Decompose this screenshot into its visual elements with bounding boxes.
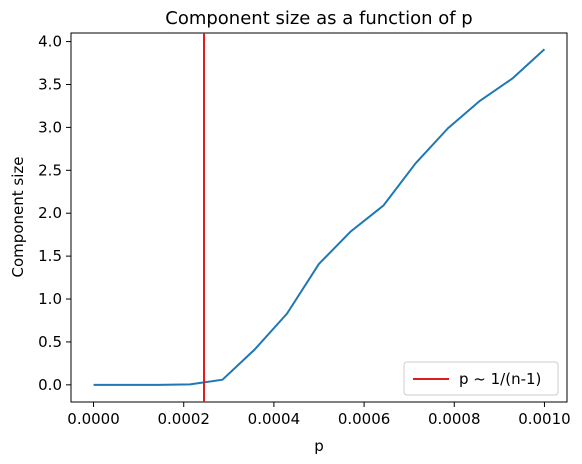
plot-area: [70, 32, 568, 403]
y-tick-label: 3.5: [38, 75, 62, 93]
y-tick-label: 1.5: [38, 247, 62, 265]
plot-frame: [70, 32, 568, 403]
x-tick-label: 0.0004: [248, 410, 301, 428]
y-tick-label: 0.0: [38, 376, 62, 394]
x-tick-label: 0.0000: [67, 410, 120, 428]
y-tick-label: 1.0: [38, 290, 62, 308]
y-tick-label: 3.0: [38, 118, 62, 136]
x-tick-label: 0.0010: [518, 410, 571, 428]
x-axis-label: p: [314, 437, 324, 455]
x-tick-label: 0.0002: [157, 410, 210, 428]
legend-box: [403, 361, 559, 396]
chart-title: Component size as a function of p: [165, 8, 472, 29]
y-axis: 0.0 0.5 1.0 1.5 2.0 2.5 3.0 3.5 4.0: [38, 33, 71, 394]
y-tick-label: 2.0: [38, 204, 62, 222]
series-layer: [93, 48, 546, 386]
x-axis: 0.0000 0.0002 0.0004 0.0006 0.0008 0.0010: [67, 402, 571, 428]
legend: p ~ 1/(n-1): [403, 361, 559, 396]
y-tick-label: 0.5: [38, 333, 62, 351]
y-tick-label: 4.0: [38, 33, 62, 51]
x-tick-label: 0.0006: [338, 410, 391, 428]
x-tick-label: 0.0008: [428, 410, 481, 428]
legend-label: p ~ 1/(n-1): [459, 370, 541, 388]
y-tick-label: 2.5: [38, 161, 62, 179]
series-line: [93, 48, 546, 386]
y-axis-label: Component size: [9, 157, 27, 278]
